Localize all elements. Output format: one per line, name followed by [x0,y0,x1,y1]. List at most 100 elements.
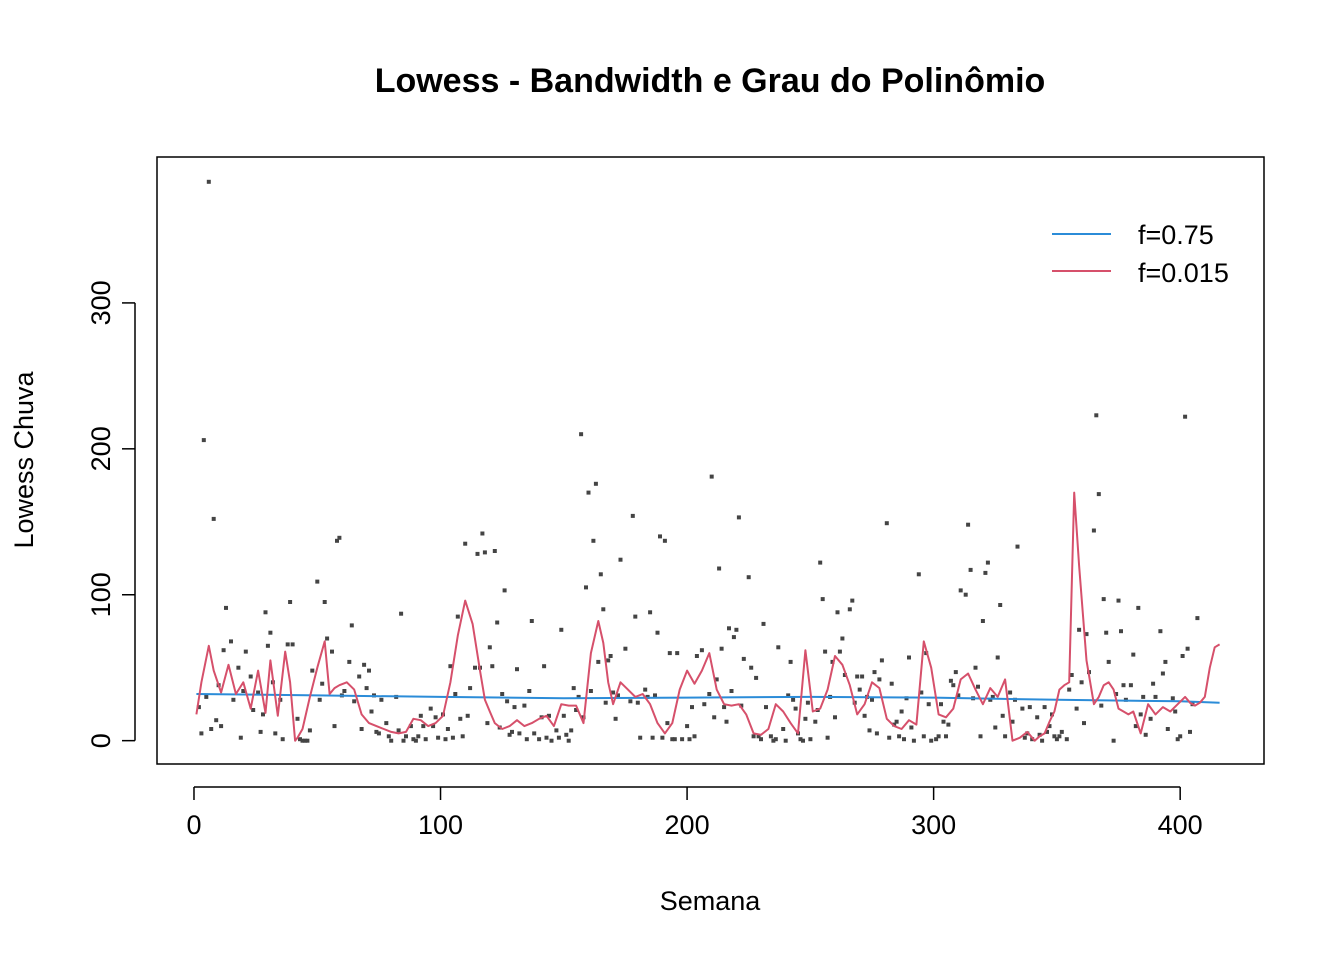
data-point [1178,734,1183,739]
data-point [805,700,810,705]
data-point [554,728,559,733]
data-point [455,614,460,619]
data-point [1138,712,1143,717]
data-point [781,727,786,731]
data-point [1104,630,1109,635]
data-point [386,734,391,739]
data-point [717,566,722,571]
data-point [944,734,948,739]
data-point [988,697,993,702]
data-point [332,724,337,729]
data-point [280,737,285,742]
data-point [818,560,823,565]
data-point [248,674,253,679]
data-point [561,713,566,718]
data-point [1180,654,1185,658]
data-point [433,715,438,720]
data-point [611,690,616,695]
data-point [1003,734,1008,739]
data-point [1128,683,1133,688]
data-point [603,700,608,705]
data-point [369,709,374,714]
data-point [251,708,256,712]
data-point [1091,528,1096,533]
data-point [367,668,371,673]
data-point [330,649,334,654]
data-point [749,665,754,670]
data-point [1074,706,1079,711]
data-point [1077,627,1082,632]
data-point [1136,605,1141,610]
data-point [756,734,761,739]
data-point [298,737,302,742]
data-point [724,719,729,724]
data-point [916,572,921,577]
data-point [349,623,354,628]
data-point [211,516,216,521]
data-point [606,658,611,663]
data-point [505,699,510,704]
data-point [783,738,788,743]
data-point [973,665,978,670]
data-point [574,708,579,712]
data-point [347,659,352,664]
y-tick-label: 200 [86,426,116,471]
plot-area-frame [156,156,1265,765]
data-point [835,610,840,615]
data-point [285,642,290,647]
data-point [884,521,889,526]
data-point [650,735,655,740]
data-point [1170,696,1175,701]
data-point [699,648,704,653]
data-point [958,588,963,593]
data-point [221,648,226,653]
data-point [517,731,522,736]
data-point [290,642,295,647]
data-point [263,610,268,615]
data-point [759,737,763,742]
data-point [337,535,342,540]
data-point [694,654,699,658]
data-point [214,718,219,723]
data-point [1143,732,1148,737]
x-tick-label: 300 [911,810,956,840]
data-point [1054,737,1059,742]
data-point [803,716,808,721]
data-point [768,734,773,739]
data-point [1084,632,1089,637]
data-point [751,734,756,739]
data-point [842,673,847,677]
y-tick-label: 300 [86,280,116,325]
data-point [956,693,961,698]
data-point [628,699,633,704]
data-point [1106,659,1111,664]
data-point [1015,544,1020,549]
data-point [1010,719,1015,724]
data-point [1101,597,1106,602]
data-point [934,737,939,742]
legend: f=0.75 f=0.015 [1052,220,1229,288]
data-point [675,651,680,656]
data-point [840,636,845,641]
data-point [448,664,453,669]
data-point [584,585,588,590]
data-point [243,649,248,654]
data-point [209,727,214,731]
data-point [1027,705,1032,710]
data-point [401,738,406,743]
data-point [591,538,596,543]
data-point [867,728,872,733]
data-point [808,737,813,742]
data-point [265,643,270,648]
data-point [729,689,734,693]
data-point [238,735,243,740]
data-point [872,670,877,675]
data-point [507,732,512,737]
data-point [653,693,657,698]
lowess-line-f0015 [195,491,1221,742]
data-point [1141,694,1146,699]
data-point [241,689,246,693]
data-point [976,684,980,689]
data-point [1111,738,1116,743]
